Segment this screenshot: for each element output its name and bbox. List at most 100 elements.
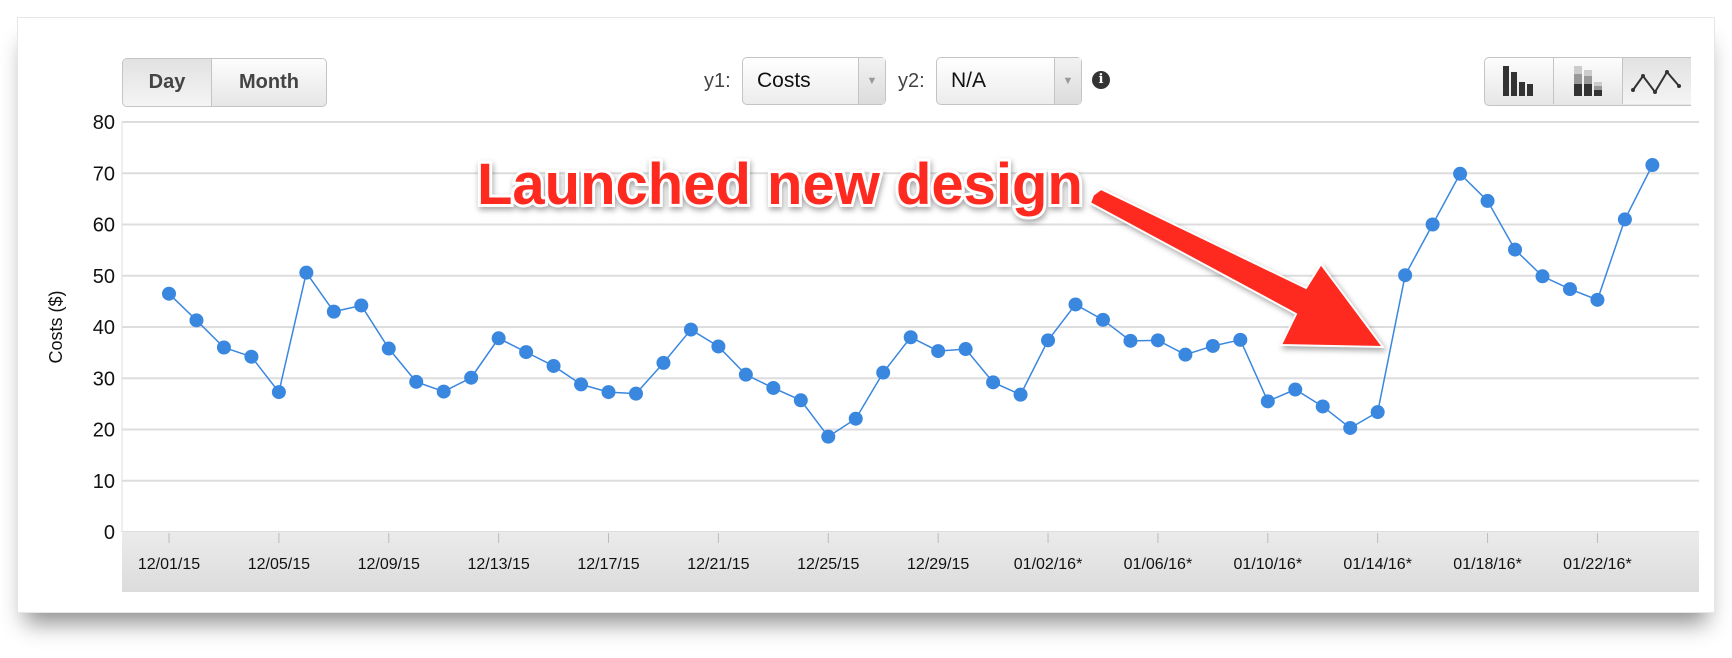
y-tick-label: 80 bbox=[93, 112, 115, 134]
x-tick-label: 01/10/16* bbox=[1234, 556, 1303, 573]
x-tick-label: 12/05/15 bbox=[248, 556, 310, 573]
data-point bbox=[601, 385, 616, 400]
x-axis-band bbox=[122, 532, 1699, 592]
line-chart-icon bbox=[1631, 70, 1681, 94]
data-point bbox=[519, 345, 534, 360]
y2-select[interactable]: N/A ▼ bbox=[936, 57, 1082, 105]
bar-chart-icon bbox=[1503, 66, 1533, 96]
data-point bbox=[1535, 269, 1550, 284]
chevron-down-icon: ▼ bbox=[858, 58, 885, 104]
data-point bbox=[189, 313, 204, 328]
data-point bbox=[1260, 394, 1275, 409]
data-point bbox=[1562, 282, 1577, 297]
x-tick-label: 12/13/15 bbox=[467, 556, 529, 573]
y1-select[interactable]: Costs ▼ bbox=[742, 57, 886, 105]
data-point bbox=[1398, 268, 1413, 283]
y2-select-value: N/A bbox=[951, 69, 987, 92]
y2-label: y2: bbox=[898, 70, 925, 92]
data-point bbox=[848, 411, 863, 426]
granularity-toggle: Day Month bbox=[122, 58, 327, 107]
data-point bbox=[1013, 387, 1028, 402]
arrow-annotation bbox=[1088, 187, 1386, 349]
bar-chart-button[interactable] bbox=[1485, 58, 1553, 104]
x-tick-label: 12/09/15 bbox=[358, 556, 420, 573]
data-point bbox=[546, 358, 561, 373]
data-point bbox=[1617, 212, 1632, 227]
chart-type-toggle bbox=[1484, 57, 1691, 106]
data-point bbox=[1453, 166, 1468, 181]
info-circle-icon[interactable]: i bbox=[1092, 71, 1110, 89]
data-point bbox=[409, 374, 424, 389]
data-point bbox=[436, 384, 451, 399]
y-tick-label: 40 bbox=[93, 317, 115, 339]
y-tick-label: 50 bbox=[93, 266, 115, 288]
x-tick-label: 12/29/15 bbox=[907, 556, 969, 573]
y-tick-label: 70 bbox=[93, 163, 115, 185]
data-point bbox=[326, 304, 341, 319]
data-point bbox=[628, 386, 643, 401]
data-point bbox=[1508, 242, 1523, 257]
data-point bbox=[1343, 420, 1358, 435]
data-point bbox=[162, 286, 176, 301]
data-point bbox=[271, 385, 286, 400]
data-point bbox=[1425, 217, 1440, 232]
data-point bbox=[244, 349, 259, 364]
stacked-bar-chart-button[interactable] bbox=[1553, 58, 1622, 104]
data-point bbox=[1178, 347, 1193, 362]
data-point bbox=[574, 377, 589, 392]
x-tick-label: 01/02/16* bbox=[1014, 556, 1083, 573]
data-point bbox=[876, 365, 891, 380]
data-point bbox=[931, 344, 946, 359]
data-point bbox=[1123, 333, 1138, 348]
data-point bbox=[656, 355, 671, 370]
data-point bbox=[1233, 332, 1248, 347]
x-tick-label: 12/25/15 bbox=[797, 556, 859, 573]
y-tick-label: 0 bbox=[104, 522, 115, 544]
month-button[interactable]: Month bbox=[211, 59, 326, 106]
data-point bbox=[299, 265, 314, 280]
line-chart-button[interactable] bbox=[1622, 58, 1691, 104]
data-point bbox=[766, 380, 781, 395]
x-tick-label: 01/18/16* bbox=[1453, 556, 1522, 573]
data-point bbox=[464, 370, 479, 385]
y-tick-label: 60 bbox=[93, 215, 115, 237]
y-tick-label: 20 bbox=[93, 420, 115, 442]
x-tick-label: 01/06/16* bbox=[1124, 556, 1193, 573]
data-point bbox=[491, 331, 506, 346]
data-point bbox=[1645, 158, 1660, 173]
data-point bbox=[958, 342, 973, 357]
x-tick-label: 12/01/15 bbox=[138, 556, 200, 573]
data-point bbox=[1205, 338, 1220, 353]
data-point bbox=[711, 339, 726, 354]
data-point bbox=[1480, 193, 1495, 208]
data-point bbox=[793, 393, 808, 408]
x-tick-label: 01/14/16* bbox=[1343, 556, 1412, 573]
y-axis-label: Costs ($) bbox=[46, 290, 66, 363]
data-point bbox=[986, 375, 1001, 390]
data-point bbox=[1150, 333, 1165, 348]
day-button[interactable]: Day bbox=[123, 59, 211, 106]
data-point bbox=[683, 322, 698, 337]
data-point bbox=[1315, 399, 1330, 414]
data-point bbox=[1370, 405, 1385, 420]
data-point bbox=[821, 429, 836, 444]
y1-label: y1: bbox=[704, 70, 731, 92]
data-point bbox=[216, 340, 231, 355]
data-point bbox=[1095, 312, 1110, 327]
data-point bbox=[381, 341, 396, 356]
data-point bbox=[1041, 333, 1056, 348]
data-point bbox=[354, 298, 369, 313]
data-point bbox=[903, 330, 918, 345]
x-tick-label: 01/22/16* bbox=[1563, 556, 1632, 573]
y-tick-label: 10 bbox=[93, 471, 115, 493]
annotation-text: Launched new design bbox=[477, 152, 1083, 217]
y-tick-label: 30 bbox=[93, 368, 115, 390]
stacked-bar-chart-icon bbox=[1574, 66, 1602, 96]
chevron-down-icon: ▼ bbox=[1054, 58, 1081, 104]
chart-card bbox=[17, 17, 1715, 613]
y1-select-value: Costs bbox=[757, 69, 811, 92]
data-point bbox=[1590, 292, 1605, 307]
x-tick-label: 12/17/15 bbox=[577, 556, 639, 573]
data-point bbox=[738, 367, 753, 382]
